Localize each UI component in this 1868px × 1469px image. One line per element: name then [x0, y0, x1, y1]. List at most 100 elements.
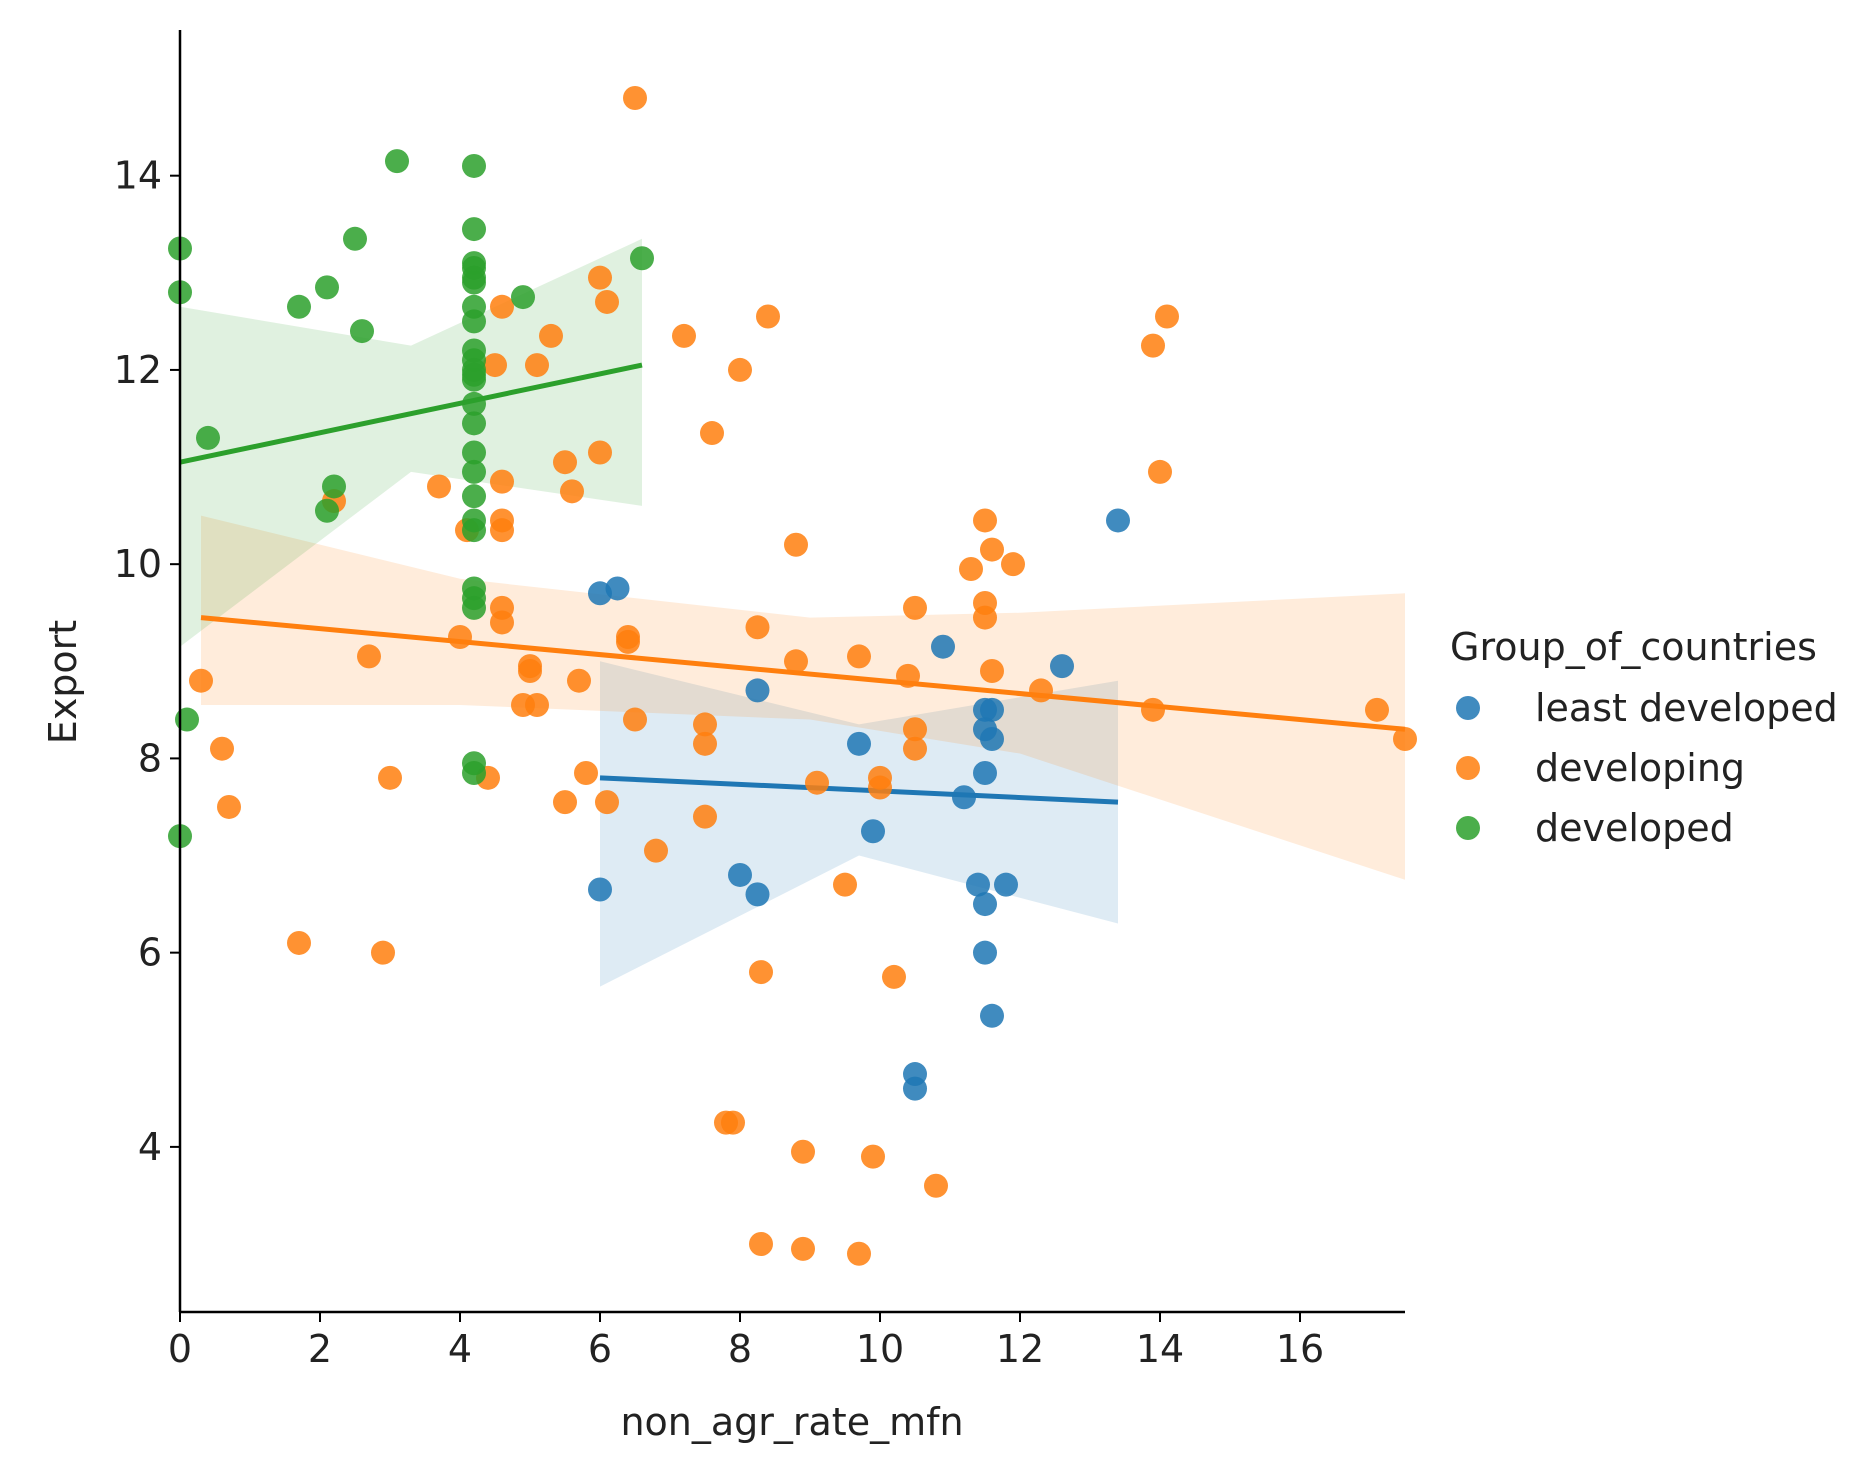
point-developing: [721, 1110, 745, 1135]
point-developed: [315, 498, 339, 523]
point-developing: [189, 668, 213, 693]
x-tick-label: 6: [588, 1327, 612, 1371]
point-least-developed: [861, 819, 885, 844]
point-developing: [448, 625, 472, 650]
point-developing: [357, 644, 381, 669]
point-developing: [745, 615, 770, 640]
point-developing: [805, 770, 829, 795]
point-developed: [462, 518, 486, 543]
point-least-developed: [745, 882, 770, 907]
point-developed: [462, 440, 486, 465]
point-developed: [385, 149, 409, 174]
point-least-developed: [980, 1003, 1004, 1028]
point-developed: [630, 246, 654, 271]
legend-label-developed: developed: [1535, 806, 1734, 850]
point-developing: [623, 85, 647, 110]
y-tick-label: 6: [138, 931, 162, 975]
point-developing: [1001, 552, 1025, 577]
point-developing: [623, 707, 647, 732]
point-developed: [175, 707, 199, 732]
point-developing: [693, 712, 717, 737]
point-least-developed: [980, 726, 1004, 751]
point-developing: [791, 1236, 815, 1261]
point-developing: [210, 736, 234, 761]
x-tick-label: 12: [996, 1327, 1044, 1371]
point-developing: [903, 717, 927, 742]
y-tick-label: 10: [114, 542, 162, 586]
point-developing: [483, 353, 507, 378]
point-developed: [350, 319, 374, 344]
point-developing: [1141, 333, 1165, 358]
point-developing: [567, 668, 591, 693]
point-least-developed: [931, 634, 955, 659]
legend-label-developing: developing: [1535, 746, 1745, 790]
point-least-developed: [847, 731, 871, 756]
point-least-developed: [973, 760, 997, 785]
x-ticks: 0 2 4 6 8 10 12 14 16: [168, 1312, 1324, 1371]
confidence-bands: [180, 238, 1405, 987]
point-developing: [924, 1173, 948, 1198]
point-developing: [693, 731, 717, 756]
point-developing: [518, 659, 542, 683]
x-tick-label: 0: [168, 1327, 192, 1371]
point-least-developed: [1050, 654, 1074, 679]
point-developing: [595, 289, 619, 314]
point-least-developed: [1106, 508, 1130, 533]
point-developing: [1365, 697, 1389, 722]
point-developed: [322, 474, 346, 499]
point-developing: [973, 508, 997, 533]
point-developed: [462, 309, 486, 334]
x-tick-label: 2: [308, 1327, 332, 1371]
point-developing: [903, 595, 927, 620]
point-developing: [784, 649, 808, 674]
point-developing: [490, 610, 514, 635]
point-developing: [490, 294, 514, 319]
legend-label-least-developed: least developed: [1535, 686, 1838, 730]
point-developed: [462, 217, 486, 242]
x-tick-label: 16: [1276, 1327, 1324, 1371]
point-developed: [462, 153, 486, 178]
point-developing: [973, 605, 997, 630]
point-developing: [1155, 304, 1179, 329]
point-developing: [980, 659, 1004, 683]
point-developing: [791, 1139, 815, 1164]
y-tick-label: 4: [138, 1125, 162, 1169]
y-ticks: 4 6 8 10 12 14: [114, 154, 180, 1169]
point-developing: [1141, 697, 1165, 722]
point-developing: [903, 736, 927, 761]
point-developing: [728, 357, 752, 382]
legend: Group_of_countries least developed devel…: [1450, 625, 1838, 850]
point-developing: [959, 557, 983, 582]
legend-marker-developing: [1456, 756, 1480, 780]
point-developing: [847, 644, 871, 669]
point-developed: [511, 285, 535, 310]
x-tick-label: 14: [1136, 1327, 1184, 1371]
point-least-developed: [966, 872, 990, 897]
legend-item-developed: developed: [1456, 806, 1734, 850]
legend-marker-developed: [1456, 816, 1480, 840]
point-developing: [833, 872, 857, 897]
x-tick-label: 4: [448, 1327, 472, 1371]
point-developing: [595, 790, 619, 815]
point-developed: [462, 270, 486, 295]
point-developing: [896, 663, 920, 688]
point-developing: [217, 794, 241, 819]
y-tick-label: 14: [114, 154, 162, 198]
point-developing: [700, 421, 724, 446]
point-least-developed: [973, 940, 997, 965]
point-developing: [882, 964, 906, 989]
point-developing: [756, 304, 780, 329]
point-least-developed: [980, 697, 1004, 722]
point-developing: [749, 960, 773, 985]
point-developed: [462, 595, 486, 620]
point-developing: [427, 474, 451, 499]
point-developed: [462, 367, 486, 392]
point-least-developed: [903, 1076, 927, 1101]
point-developing: [525, 692, 549, 717]
point-developing: [861, 1144, 885, 1169]
y-tick-label: 8: [138, 736, 162, 780]
point-developing: [490, 469, 514, 494]
point-developing: [525, 353, 549, 378]
point-developing: [1393, 726, 1417, 751]
